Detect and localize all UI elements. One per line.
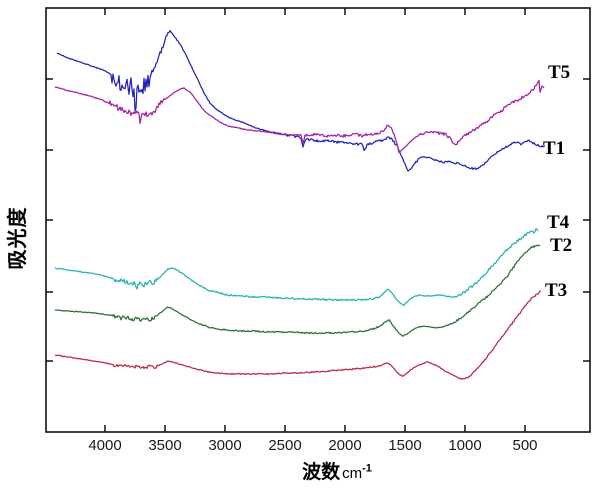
x-axis-label: 波数 cm-1 <box>252 457 422 484</box>
curve-label-T5: T5 <box>548 62 571 83</box>
curve-T5 <box>54 79 545 154</box>
curve-label-T1: T1 <box>543 138 566 159</box>
x-tick-label: 3500 <box>148 437 182 454</box>
curve-label-T2: T2 <box>550 235 573 256</box>
x-tick-label: 4000 <box>88 437 122 454</box>
plot-border <box>45 7 591 433</box>
x-tick-label: 2000 <box>328 437 362 454</box>
x-tick-label: 1500 <box>388 437 422 454</box>
y-axis-label: 吸光度 <box>7 206 29 270</box>
x-axis-label-unit: cm <box>342 465 363 482</box>
curve-T3 <box>55 290 542 380</box>
x-tick-label: 3000 <box>208 437 242 454</box>
curve-T2 <box>54 244 541 337</box>
curve-label-T4: T4 <box>547 212 570 233</box>
x-tick-label: 1000 <box>448 437 482 454</box>
x-tick-label: 2500 <box>268 437 302 454</box>
x-tick-label: 500 <box>512 437 538 454</box>
curve-T4 <box>54 228 539 307</box>
x-axis-label-cjk: 波数 <box>302 462 341 483</box>
curve-label-T3: T3 <box>545 280 568 301</box>
x-axis-label-exponent: -1 <box>362 462 372 475</box>
curve-T1 <box>56 29 545 172</box>
axis-ticks <box>46 8 590 432</box>
